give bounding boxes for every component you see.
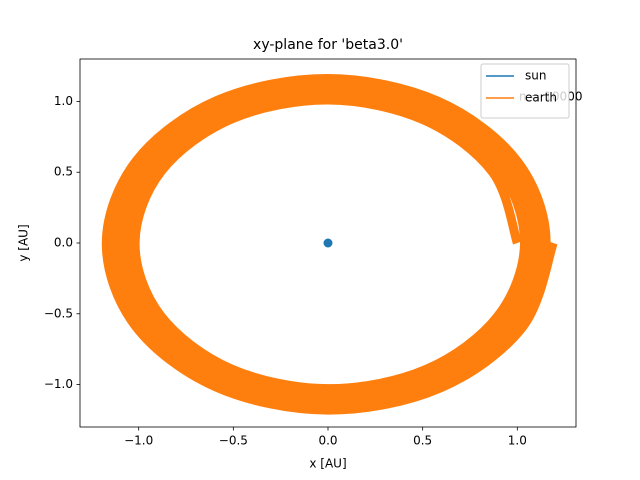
y-tick-label: −1.0 xyxy=(44,377,73,391)
x-axis-label: x [AU] xyxy=(309,457,346,471)
x-tick-label: 0.0 xyxy=(318,434,337,448)
y-tick-label: 0.5 xyxy=(54,165,73,179)
y-tick-label: 0.0 xyxy=(54,236,73,250)
x-tick-label: 1.0 xyxy=(508,434,527,448)
legend-label: sun xyxy=(525,69,546,83)
y-tick-label: −0.5 xyxy=(44,306,73,320)
chart-title: xy-plane for 'beta3.0' xyxy=(253,37,403,53)
x-tick-label: −0.5 xyxy=(219,434,248,448)
x-tick-label: −1.0 xyxy=(124,434,153,448)
marker xyxy=(323,238,333,248)
legend-label: earth xyxy=(525,91,557,105)
orbit-line xyxy=(101,74,558,415)
legend-box xyxy=(480,63,570,119)
y-tick-label: 1.0 xyxy=(54,94,73,108)
x-tick-label: 0.5 xyxy=(413,434,432,448)
y-axis-label: y [AU] xyxy=(17,224,31,261)
